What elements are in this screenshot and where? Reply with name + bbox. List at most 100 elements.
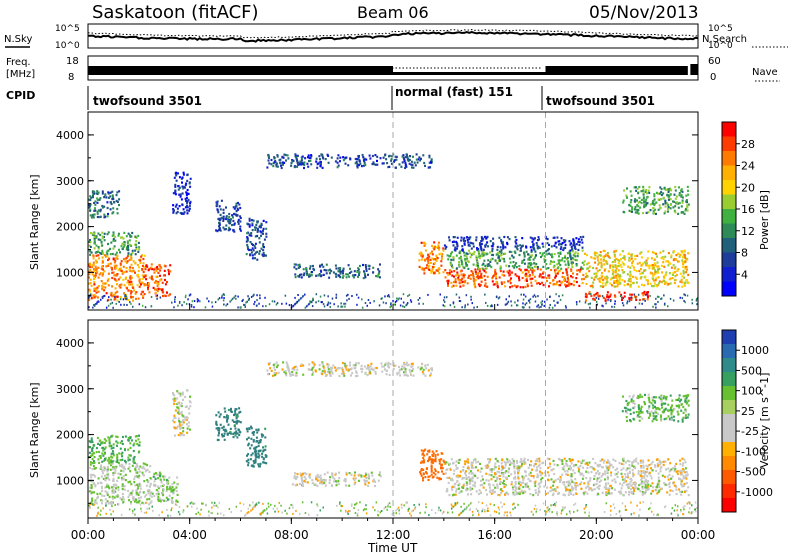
ground-scatter-cell	[613, 305, 616, 308]
data-cell-5	[258, 454, 261, 457]
data-cell-0	[132, 496, 135, 499]
data-cell-11	[503, 257, 505, 261]
data-cell-5	[252, 439, 255, 442]
data-cell-9	[559, 476, 562, 479]
data-cell-1	[99, 252, 102, 255]
ground-scatter-cell	[516, 304, 518, 307]
data-cell-6	[260, 247, 263, 250]
data-cell-7	[353, 367, 356, 370]
data-cell-0	[123, 485, 126, 488]
data-cell-10	[581, 282, 584, 285]
data-cell-8	[296, 154, 299, 157]
data-cell-10	[458, 282, 461, 285]
data-cell-13	[638, 252, 641, 255]
data-cell-0	[111, 495, 114, 498]
data-cell-9	[561, 473, 564, 476]
data-cell-13	[679, 280, 682, 283]
data-cell-14	[636, 187, 639, 190]
data-cell-14	[623, 189, 626, 192]
data-cell-7	[393, 364, 396, 367]
data-cell-0	[101, 472, 104, 475]
data-cell-2	[157, 477, 160, 480]
data-cell-9	[488, 473, 491, 476]
data-cell-10	[516, 285, 519, 288]
data-cell-5	[217, 217, 220, 221]
data-cell-3	[186, 423, 188, 426]
data-cell-9	[547, 479, 550, 482]
data-cell-6	[249, 241, 252, 244]
data-cell-11	[490, 253, 493, 256]
data-cell-11	[557, 262, 560, 265]
data-cell-11	[549, 262, 552, 265]
data-cell-3	[189, 405, 192, 408]
ground-scatter-cell	[185, 302, 188, 305]
data-cell-6	[311, 479, 314, 482]
data-cell-9	[577, 460, 580, 463]
data-cell-11	[463, 254, 466, 257]
data-cell-7	[394, 364, 397, 367]
data-cell-8	[296, 161, 299, 164]
data-cell-1	[129, 446, 132, 449]
data-cell-13	[681, 275, 684, 278]
data-cell-7	[355, 362, 358, 365]
data-cell-14	[685, 200, 688, 203]
data-cell-7	[354, 274, 357, 277]
data-cell-7	[291, 370, 294, 374]
data-cell-11	[452, 258, 455, 262]
ground-scatter-cell	[528, 299, 530, 302]
ground-scatter-cell	[489, 305, 492, 308]
data-cell-7	[332, 364, 335, 367]
data-cell-12	[533, 237, 536, 240]
data-cell-0	[88, 479, 91, 483]
data-cell-3	[179, 392, 182, 395]
ground-scatter-cell	[340, 305, 342, 308]
data-cell-3	[181, 414, 184, 417]
data-cell-15	[613, 294, 616, 297]
data-cell-12	[532, 238, 535, 241]
data-cell-8	[280, 164, 282, 167]
data-cell-6	[329, 476, 332, 479]
data-cell-10	[532, 273, 534, 276]
data-cell-0	[114, 471, 117, 474]
data-cell-0	[90, 491, 93, 494]
data-cell-2	[155, 295, 158, 298]
data-cell-8	[300, 159, 303, 162]
data-cell-4	[229, 430, 232, 434]
data-cell-5	[252, 431, 254, 434]
data-cell-13	[642, 262, 645, 265]
data-cell-8	[306, 162, 309, 165]
data-cell-1	[101, 251, 104, 254]
ground-scatter-cell	[555, 293, 557, 296]
ground-scatter-cell	[498, 296, 501, 299]
data-cell-11	[496, 262, 499, 265]
data-cell-5	[247, 436, 250, 439]
data-cell-5	[254, 458, 257, 461]
data-cell-12	[536, 247, 539, 250]
data-cell-14	[653, 193, 656, 196]
data-cell-8	[336, 166, 339, 169]
ground-scatter-cell	[190, 305, 193, 308]
data-cell-13	[614, 259, 617, 262]
data-cell-0	[116, 290, 119, 293]
data-cell-12	[467, 241, 470, 244]
ground-scatter-cell	[619, 295, 622, 298]
data-cell-4	[177, 172, 179, 175]
data-cell-4	[185, 182, 188, 185]
data-cell-9	[496, 470, 499, 473]
data-cell-11	[567, 266, 570, 269]
data-cell-0	[103, 466, 106, 469]
data-cell-1	[93, 444, 96, 447]
data-cell-0	[101, 274, 104, 277]
data-cell-9	[520, 465, 523, 468]
ground-scatter-cell	[344, 302, 347, 305]
data-cell-0	[149, 491, 152, 494]
data-cell-0	[136, 465, 139, 468]
data-cell-8	[349, 158, 352, 161]
data-cell-13	[644, 269, 647, 272]
data-cell-6	[344, 484, 347, 487]
ground-scatter-cell	[125, 297, 127, 300]
data-cell-14	[640, 190, 643, 193]
data-cell-3	[101, 192, 104, 195]
data-cell-0	[106, 465, 109, 468]
